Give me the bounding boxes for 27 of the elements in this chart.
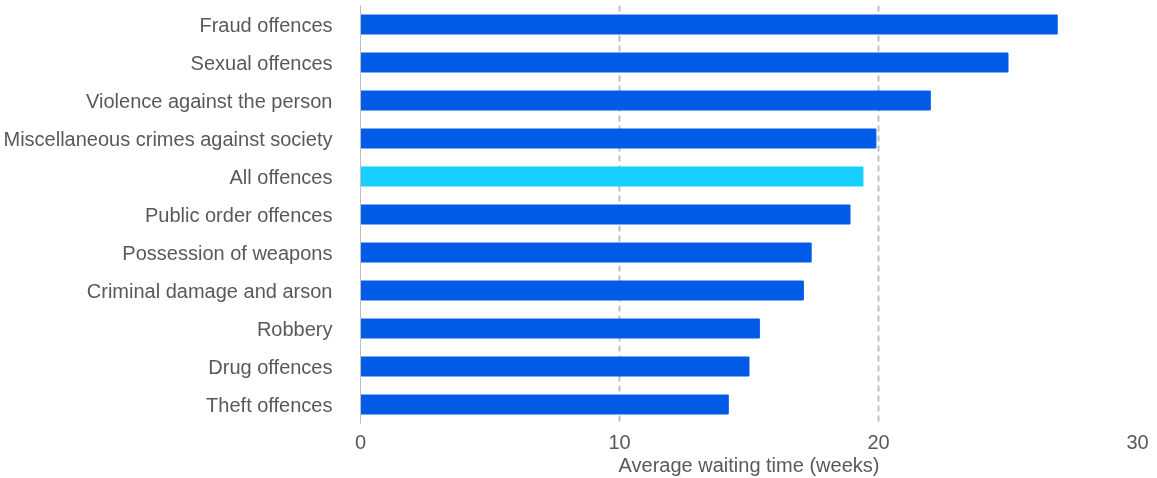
y-tick-label: Robbery <box>256 317 333 340</box>
bar <box>360 204 851 225</box>
y-tick-label: All offences <box>229 165 333 188</box>
y-tick-label: Public order offences <box>144 203 333 226</box>
y-tick-label: Possession of weapons <box>122 241 333 264</box>
y-tick-label: Sexual offences <box>190 51 333 74</box>
x-tick-label: 30 <box>1126 430 1149 453</box>
x-axis-title: Average waiting time (weeks) <box>618 453 880 476</box>
bar <box>360 394 729 415</box>
bar <box>360 242 812 263</box>
bar <box>360 14 1058 35</box>
x-tick-label: 0 <box>354 430 367 453</box>
bar <box>360 128 877 149</box>
bar <box>360 318 760 339</box>
x-tick-label: 20 <box>867 430 890 453</box>
x-tick-label: 10 <box>608 430 631 453</box>
y-tick-label: Miscellaneous crimes against society <box>3 127 333 150</box>
bar <box>360 166 864 187</box>
bar <box>360 280 804 301</box>
y-tick-label: Criminal damage and arson <box>86 279 333 302</box>
bar <box>360 52 1009 73</box>
y-tick-label: Drug offences <box>208 355 333 378</box>
y-tick-label: Fraud offences <box>199 13 333 36</box>
y-tick-label: Theft offences <box>206 393 333 416</box>
y-tick-label: Violence against the person <box>86 89 333 112</box>
bar <box>360 356 750 377</box>
bar <box>360 90 931 111</box>
